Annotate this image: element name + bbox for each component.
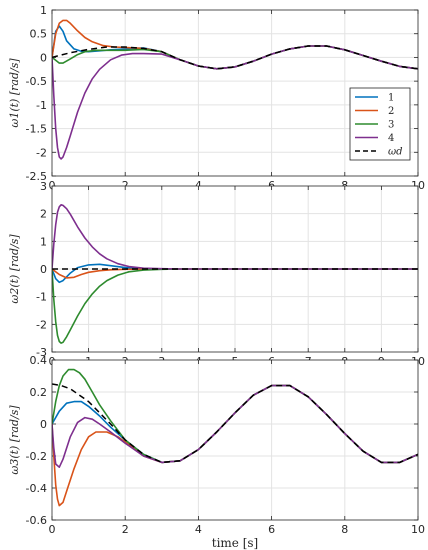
y-tick-label: -0.5 [26,75,47,88]
legend-label: 1 [388,93,394,104]
x-tick-label: 6 [268,179,275,192]
chart-3: 0 2 4 6 8 10 0.4 0.2 0 -0.2 -0.4 -0.6 ω3(t) [rad/s] t… [8,354,425,550]
legend-label: 3 [388,120,394,131]
x-tick-label: 2 [122,179,129,192]
x-axis-label: time [s] [212,536,258,550]
y-tick-label: -3 [36,346,47,359]
series-line-wd [52,45,418,70]
y-axis-label: ω2(t) [rad/s] [8,234,21,304]
y-tick-label: -0.2 [26,450,47,463]
x-tick-label: 4 [195,523,202,536]
y-tick-label: -0.4 [26,482,47,495]
y-tick-label: 0.5 [30,28,48,41]
y-tick-label: 0 [40,51,47,64]
y-tick-label: -1.5 [26,123,47,136]
series-line-wd [52,383,418,464]
y-tick-label: 0 [40,418,47,431]
y-tick-label: -1 [36,99,47,112]
y-tick-label: 1 [40,235,47,248]
legend-label: ωd [388,147,403,158]
x-tick-label: 8 [341,523,348,536]
x-tick-label: 0 [49,179,56,192]
axes-frame [51,9,419,177]
x-tick-label: 10 [411,523,425,536]
x-tick-label: 4 [195,179,202,192]
y-axis-label: ω3(t) [rad/s] [8,405,21,475]
series-line-3 [52,268,418,344]
x-tick-label: 2 [122,523,129,536]
x-tick-label: 8 [341,179,348,192]
x-tick-label: 0 [49,523,56,536]
y-tick-label: -2 [36,318,47,331]
legend-label: 2 [388,106,394,117]
x-tick-label: 6 [268,523,275,536]
y-tick-label: -2.5 [26,170,47,183]
y-tick-label: 3 [40,180,47,193]
axes-frame [51,185,419,353]
legend: 1 2 3 4 ωd [349,87,411,161]
chart-2: 0123456789103210-1-2-3ω2(t) [rad/s] [8,180,425,368]
y-tick-label: 0.2 [30,386,48,399]
plot-area [52,360,418,520]
y-axis-label: ω1(t) [rad/s] [8,58,21,128]
series-line-4 [52,45,418,160]
y-tick-label: 2 [40,208,47,221]
y-tick-label: -0.6 [26,514,47,527]
legend-label: 4 [388,133,394,144]
y-tick-label: 0 [40,263,47,276]
y-tick-label: 1 [40,4,47,17]
y-tick-label: -2 [36,146,47,159]
axes-frame [51,359,419,521]
y-tick-label: -1 [36,291,47,304]
series-line-4 [52,204,418,270]
y-tick-label: 0.4 [30,354,48,367]
